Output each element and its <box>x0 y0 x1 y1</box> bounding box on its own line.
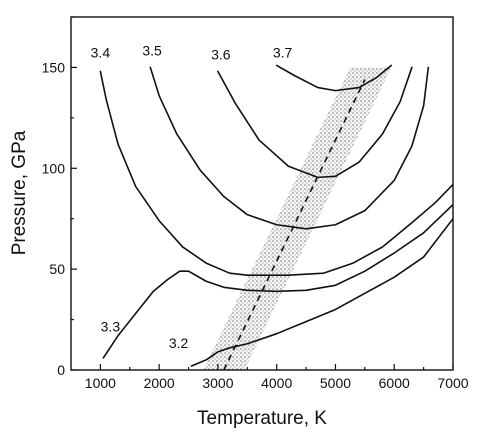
curve-3.7 <box>275 64 393 92</box>
curve-3.3 <box>102 203 453 359</box>
curve-label-3.6: 3.6 <box>211 46 231 62</box>
x-tick-label: 7000 <box>437 375 468 391</box>
x-tick-label: 2000 <box>144 375 175 391</box>
y-tick-label: 100 <box>42 160 66 176</box>
x-tick-label: 4000 <box>261 375 292 391</box>
y-tick-label: 50 <box>49 261 65 277</box>
curve-label-3.3: 3.3 <box>101 319 121 335</box>
trend-line <box>223 79 366 370</box>
y-tick-label: 0 <box>57 362 65 378</box>
x-tick-label: 5000 <box>320 375 351 391</box>
x-tick-label: 6000 <box>379 375 410 391</box>
x-tick-label: 1000 <box>85 375 116 391</box>
curve-3.5 <box>149 66 430 230</box>
y-axis-title: Pressure, GPa <box>9 130 30 255</box>
curve-label-3.7: 3.7 <box>273 44 293 60</box>
curve-label-3.4: 3.4 <box>91 44 111 60</box>
x-tick-label: 3000 <box>202 375 233 391</box>
curve-3.2 <box>190 217 453 367</box>
x-axis-title: Temperature, K <box>197 408 327 429</box>
curve-label-3.2: 3.2 <box>169 335 189 351</box>
plot-frame <box>70 16 454 371</box>
curve-label-3.5: 3.5 <box>142 42 162 58</box>
curve-3.4 <box>99 70 453 276</box>
curve-3.6 <box>217 66 413 179</box>
y-tick-label: 150 <box>42 59 66 75</box>
